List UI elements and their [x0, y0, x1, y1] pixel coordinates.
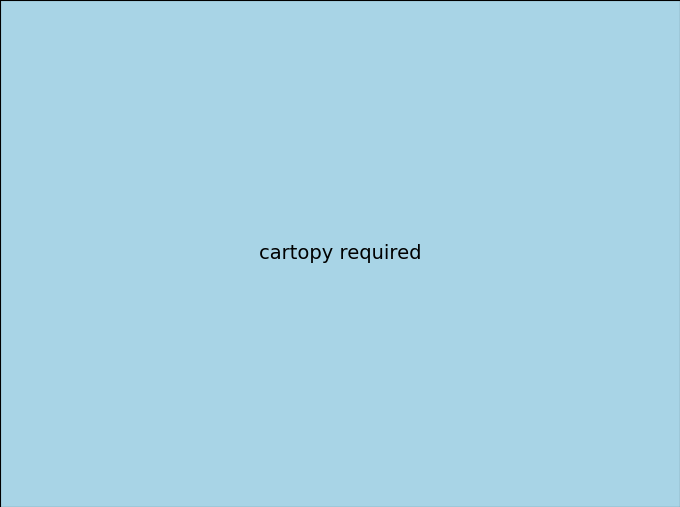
- Text: cartopy required: cartopy required: [259, 244, 421, 263]
